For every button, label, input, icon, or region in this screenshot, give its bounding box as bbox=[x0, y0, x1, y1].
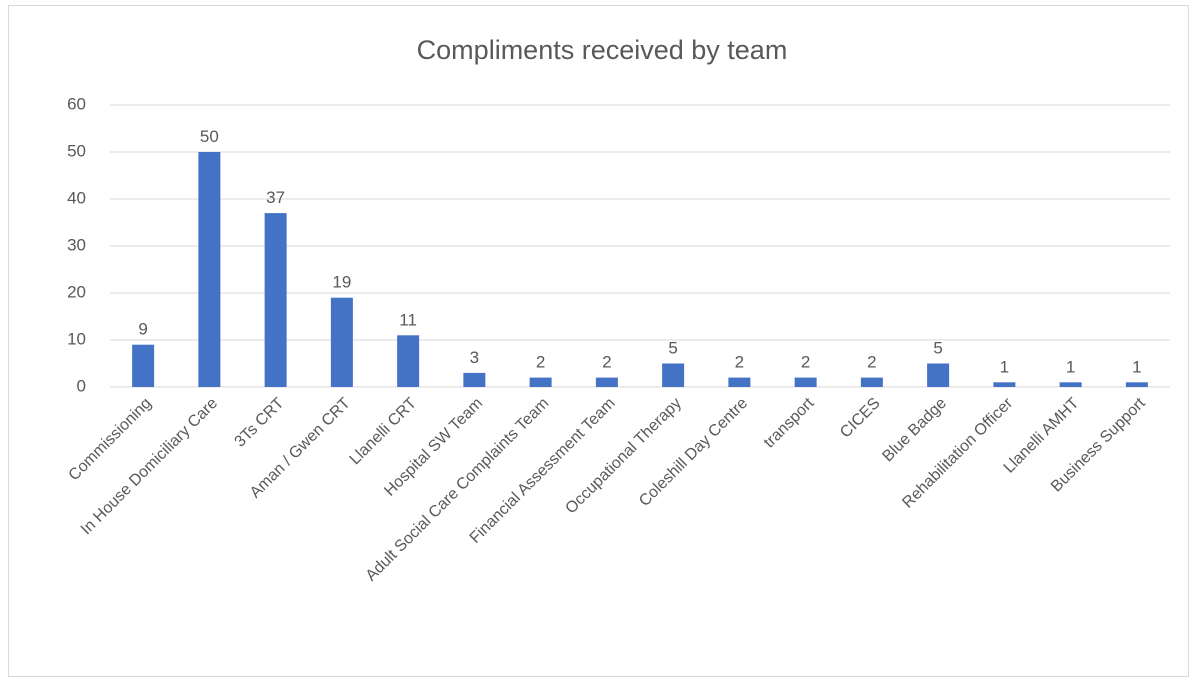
y-tick-label: 0 bbox=[77, 376, 86, 395]
data-label: 2 bbox=[867, 353, 876, 372]
data-label: 5 bbox=[933, 339, 942, 358]
bar bbox=[198, 152, 221, 387]
bar bbox=[330, 297, 353, 387]
data-label: 37 bbox=[266, 188, 285, 207]
data-label: 2 bbox=[536, 353, 545, 372]
data-label: 1 bbox=[1066, 357, 1075, 376]
data-label: 1 bbox=[1132, 357, 1141, 376]
bar bbox=[595, 377, 618, 387]
bar bbox=[728, 377, 751, 387]
data-label: 2 bbox=[735, 353, 744, 372]
y-tick-label: 20 bbox=[67, 282, 86, 301]
y-tick-label: 40 bbox=[67, 188, 86, 207]
bar bbox=[1125, 382, 1148, 387]
data-label: 1 bbox=[1000, 357, 1009, 376]
y-tick-label: 10 bbox=[67, 329, 86, 348]
bar bbox=[1059, 382, 1082, 387]
bar bbox=[662, 363, 685, 387]
bar bbox=[860, 377, 883, 387]
data-label: 5 bbox=[668, 339, 677, 358]
bar bbox=[993, 382, 1016, 387]
data-label: 2 bbox=[602, 353, 611, 372]
bar bbox=[397, 335, 420, 387]
data-label: 3 bbox=[470, 348, 479, 367]
data-label: 11 bbox=[399, 310, 417, 329]
data-label: 9 bbox=[138, 320, 147, 339]
data-label: 2 bbox=[801, 353, 810, 372]
bar bbox=[463, 372, 486, 387]
chart-border bbox=[8, 5, 1189, 677]
bar bbox=[529, 377, 552, 387]
bar bbox=[794, 377, 817, 387]
data-label: 50 bbox=[200, 127, 219, 146]
data-label: 19 bbox=[332, 273, 351, 292]
y-tick-label: 50 bbox=[67, 141, 86, 160]
bar bbox=[132, 344, 155, 387]
y-tick-label: 30 bbox=[67, 235, 86, 254]
bar bbox=[927, 363, 950, 387]
bar bbox=[264, 213, 287, 387]
y-tick-label: 60 bbox=[67, 94, 86, 113]
chart-title: Compliments received by team bbox=[417, 35, 788, 65]
